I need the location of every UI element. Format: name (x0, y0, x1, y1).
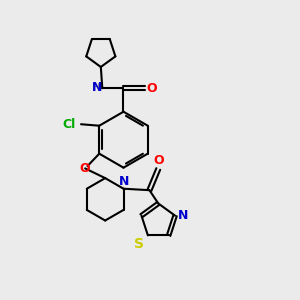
Text: O: O (146, 82, 157, 95)
Text: S: S (134, 237, 144, 251)
Text: N: N (92, 81, 102, 94)
Text: H: H (92, 82, 100, 93)
Text: N: N (118, 175, 129, 188)
Text: O: O (80, 162, 91, 175)
Text: N: N (178, 209, 188, 222)
Text: O: O (153, 154, 164, 166)
Text: Cl: Cl (62, 118, 76, 131)
